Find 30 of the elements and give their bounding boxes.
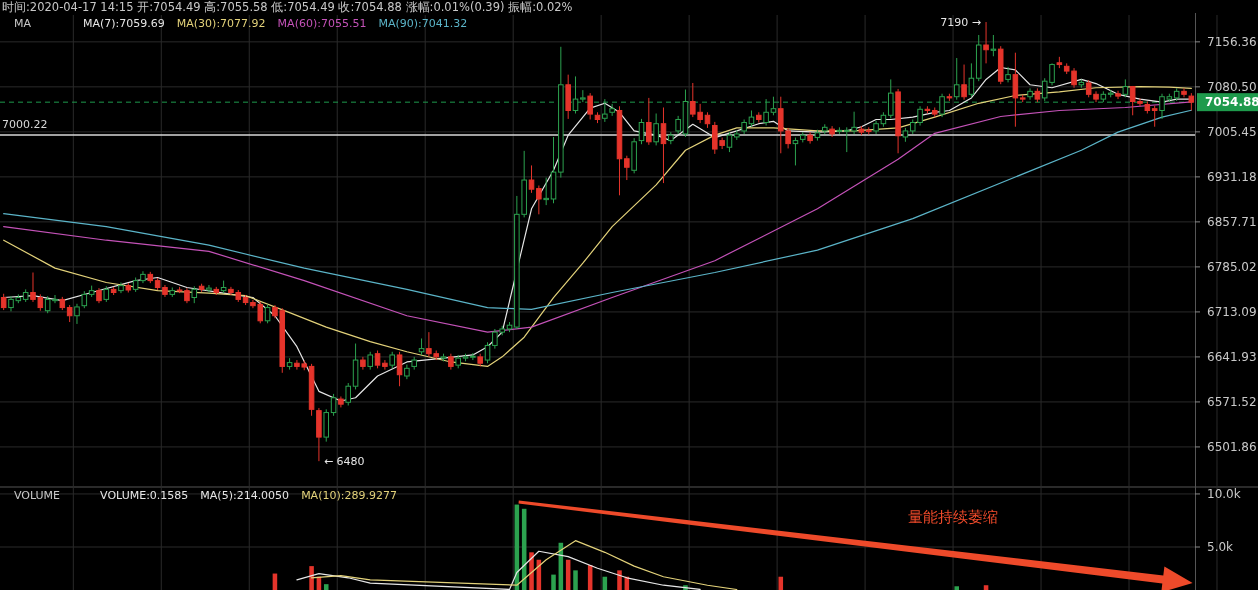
text: MA(90):7041.32	[378, 17, 468, 30]
text: MA(10):289.9277	[301, 489, 397, 502]
y-tick-label: 6931.18	[1207, 169, 1257, 184]
ref-line-label: 7054.88	[1205, 95, 1258, 110]
y-tick-label: 6501.86	[1207, 439, 1257, 454]
text: MA(30):7077.92	[176, 17, 266, 30]
text: MA(7):7059.69	[83, 17, 165, 30]
y-tick-label: 7156.36	[1207, 34, 1257, 49]
line-series	[310, 540, 738, 590]
y-tick-label: 7080.50	[1207, 79, 1257, 94]
chart-subtitle: MA	[14, 17, 32, 30]
chart-title: 时间:2020-04-17 14:15 开:7054.49 高:7055.58 低:7054.49 收:7054.88 涨幅:0.01%(0.39) 振幅:0.02%	[2, 0, 573, 14]
ref-line-label: 7000.22	[2, 118, 48, 132]
y-tick-label: 6641.93	[1207, 349, 1257, 364]
chart-title: VOLUME	[14, 489, 61, 502]
y-tick-label: 10.0k	[1207, 486, 1241, 501]
y-tick-label: 7005.45	[1207, 124, 1257, 139]
annotation: 7190 →	[940, 15, 982, 29]
y-tick-label: 6571.52	[1207, 394, 1257, 409]
y-tick-label: 6857.71	[1207, 214, 1257, 229]
y-tick-label: 6713.09	[1207, 304, 1257, 319]
annotation: ← 6480	[323, 454, 365, 468]
text: MA(5):214.0050	[200, 489, 290, 502]
text: MA(60):7055.51	[277, 17, 367, 30]
y-tick-label: 5.0k	[1207, 540, 1234, 555]
y-tick-label: 6785.02	[1207, 259, 1257, 274]
annotation: VOLUME:0.1585	[100, 489, 189, 502]
line-series	[3, 85, 1192, 368]
line-series	[296, 550, 701, 590]
annotation: 量能持续萎缩	[908, 507, 999, 526]
